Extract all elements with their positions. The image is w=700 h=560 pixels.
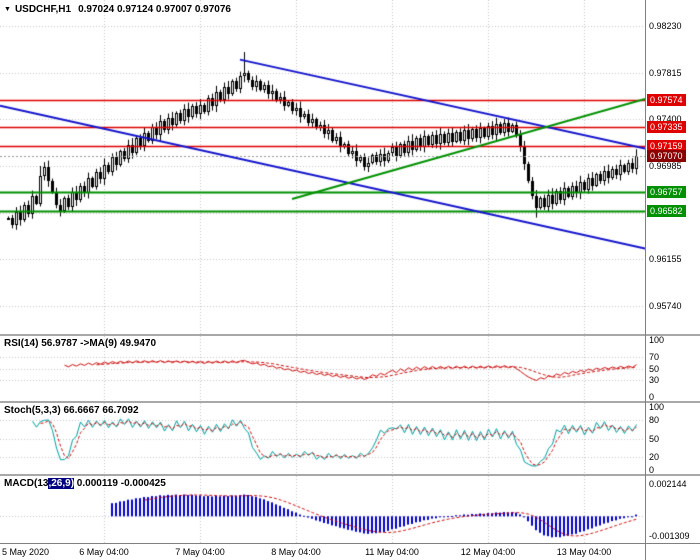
rsi-axis-label: 50 <box>649 364 660 374</box>
macd-axis-label: -0.001309 <box>649 531 690 541</box>
stoch-axis-label: 20 <box>649 452 660 462</box>
price-axis-label: 0.96985 <box>649 161 682 171</box>
panel-separator <box>0 474 700 476</box>
price-axis: 0.982300.978150.974000.969850.965700.961… <box>645 0 700 560</box>
price-axis-label: 0.96155 <box>649 254 682 264</box>
time-axis-label: 8 May 04:00 <box>271 547 321 557</box>
panel-separator <box>0 401 700 403</box>
macd-panel-canvas[interactable] <box>0 476 645 543</box>
rsi-indicator-label: RSI(14) 56.9787 ->MA(9) 49.9470 <box>4 338 157 349</box>
price-axis-label: 0.97400 <box>649 114 682 124</box>
price-axis-label: 0.98230 <box>649 21 682 31</box>
macd-label-prefix: MACD(13 <box>4 478 49 489</box>
chart-shift-icon: ▼ <box>4 6 11 13</box>
rsi-axis-label: 100 <box>649 335 665 345</box>
time-axis-label: 7 May 04:00 <box>175 547 225 557</box>
stochastic-panel-canvas[interactable] <box>0 403 645 474</box>
time-axis: 5 May 2020 6 May 04:00 7 May 04:00 8 May 04… <box>0 543 700 560</box>
stoch-axis-label: 0 <box>649 465 655 475</box>
price-axis-label: 0.97815 <box>649 68 682 78</box>
time-axis-label: 11 May 04:00 <box>365 547 419 557</box>
resistance-price-badge: 0.97574 <box>647 94 686 106</box>
chart-title: ▼ USDCHF,H1 0.97024 0.97124 0.97007 0.9707… <box>4 4 231 15</box>
macd-label-selected: ,26,9) <box>48 478 75 489</box>
time-axis-label: 12 May 04:00 <box>460 547 516 557</box>
support-price-badge: 0.96582 <box>647 205 686 217</box>
panel-separator <box>0 334 700 336</box>
stoch-axis-label: 50 <box>649 434 660 444</box>
macd-indicator-label: MACD(13,26,9) 0.000119 -0.000425 <box>4 478 166 489</box>
ohlc-values: 0.97024 0.97124 0.97007 0.97076 <box>78 4 231 15</box>
support-price-badge: 0.96757 <box>647 186 686 198</box>
time-axis-label: 13 May 04:00 <box>556 547 612 557</box>
stoch-axis-label: 80 <box>649 415 660 425</box>
rsi-panel-canvas[interactable] <box>0 336 645 401</box>
resistance-price-badge: 0.97335 <box>647 121 686 133</box>
rsi-axis-label: 30 <box>649 375 660 385</box>
time-axis-label: 6 May 04:00 <box>79 547 129 557</box>
stoch-axis-label: 100 <box>649 402 665 412</box>
rsi-axis-label: 0 <box>649 392 655 402</box>
price-chart-canvas[interactable] <box>0 0 645 334</box>
macd-label-values: 0.000119 -0.000425 <box>74 478 166 489</box>
time-axis-label: 5 May 2020 <box>2 547 50 557</box>
symbol-timeframe-label: USDCHF,H1 <box>14 4 72 15</box>
stochastic-indicator-label: Stoch(5,3,3) 66.6667 66.7092 <box>4 405 139 416</box>
resistance-price-badge: 0.97159 <box>647 140 686 152</box>
current-price-badge: 0.97070 <box>647 150 686 162</box>
macd-axis-label: 0.002144 <box>649 479 687 489</box>
rsi-axis-label: 70 <box>649 352 660 362</box>
price-axis-label: 0.95740 <box>649 301 682 311</box>
